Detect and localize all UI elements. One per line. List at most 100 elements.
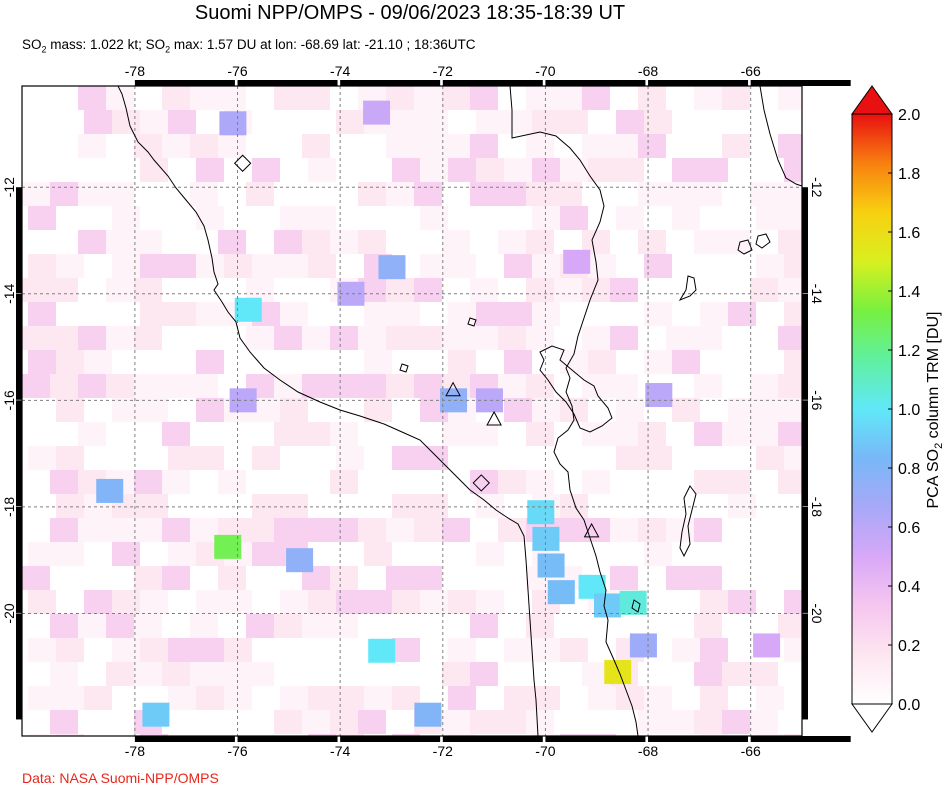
lat-tick-label-right: -14 (809, 284, 825, 304)
background-pixel (638, 518, 666, 542)
background-pixel (196, 446, 224, 470)
background-pixel (106, 278, 134, 302)
background-pixel (134, 374, 162, 398)
background-pixel (302, 614, 330, 638)
background-pixel (588, 158, 616, 182)
background-pixel (50, 710, 78, 734)
background-pixel (498, 182, 526, 206)
background-pixel (644, 110, 672, 134)
background-pixel (190, 134, 218, 158)
background-pixel (364, 302, 392, 326)
frame-bar-left (16, 506, 22, 613)
background-pixel (638, 422, 666, 446)
colorbar-tick-label: 1.2 (898, 343, 920, 360)
background-pixel (112, 590, 140, 614)
background-pixel (134, 470, 162, 494)
background-pixel (532, 302, 560, 326)
colorbar: 0.0 0.2 0.4 0.6 0.8 1.0 1.2 1.4 1.6 1.8 2.0 PCA SO… (851, 85, 945, 733)
background-pixel (196, 398, 224, 422)
coastlines-and-borders (117, 86, 802, 736)
background-pixel (722, 662, 750, 686)
background-pixel (784, 350, 802, 374)
background-pixel (364, 590, 392, 614)
background-pixel (750, 278, 778, 302)
lon-tick-label-bottom: -76 (227, 743, 247, 759)
background-pixel (448, 302, 476, 326)
background-pixel (560, 206, 588, 230)
background-pixel (162, 662, 190, 686)
background-pixel (112, 542, 140, 566)
background-pixel (162, 422, 190, 446)
lake-small-6 (631, 599, 641, 613)
background-pixel (386, 566, 414, 590)
background-pixel (280, 302, 308, 326)
background-pixel (560, 734, 588, 736)
frame-bar-left (16, 293, 22, 400)
background-pixel (672, 206, 700, 230)
background-pixel (476, 590, 504, 614)
background-pixel (190, 614, 218, 638)
background-pixel (386, 182, 414, 206)
background-pixel (694, 326, 722, 350)
background-pixel (50, 278, 78, 302)
background-pixel (190, 518, 218, 542)
background-pixel (50, 518, 78, 542)
background-pixel (784, 638, 802, 662)
background-pixel (498, 518, 526, 542)
frame-bar-left (16, 400, 22, 507)
so2-pixel (378, 255, 406, 280)
background-pixel (386, 374, 414, 398)
background-pixel (140, 158, 168, 182)
background-pixel (196, 686, 224, 710)
background-pixel (694, 710, 722, 734)
background-pixel (280, 686, 308, 710)
background-pixel (476, 542, 504, 566)
background-pixel (336, 686, 364, 710)
colorbar-tick-label: 1.6 (898, 225, 920, 242)
background-pixel (778, 230, 802, 254)
background-pixel (700, 158, 728, 182)
lat-tick-label-right: -18 (809, 497, 825, 517)
background-pixel (610, 326, 638, 350)
background-pixel (252, 494, 280, 518)
background-pixel (470, 278, 498, 302)
lon-tick-label-bottom: -66 (741, 743, 761, 759)
background-pixel (778, 470, 802, 494)
background-pixel (728, 302, 756, 326)
background-pixel (162, 374, 190, 398)
background-pixel (784, 734, 802, 736)
background-pixel (280, 494, 308, 518)
background-pixel (336, 446, 364, 470)
background-pixel (610, 134, 638, 158)
background-pixel (470, 134, 498, 158)
lake-small-3 (678, 275, 697, 302)
background-pixel (112, 110, 140, 134)
background-pixel (336, 734, 364, 736)
background-pixel (610, 374, 638, 398)
background-pixel (246, 182, 274, 206)
background-pixel (476, 110, 504, 134)
background-pixel (420, 254, 448, 278)
background-pixel (168, 542, 196, 566)
background-pixel (330, 230, 358, 254)
background-pixel (218, 566, 246, 590)
so2-pixel (368, 638, 396, 663)
background-pixel (694, 182, 722, 206)
background-pixel (694, 422, 722, 446)
background-pixel (420, 158, 448, 182)
frame-bar-bottom (545, 736, 646, 742)
background-pixel (756, 734, 784, 736)
colorbar-tick-label: 2.0 (898, 107, 920, 124)
background-pixel (672, 398, 700, 422)
so2-pixel (604, 660, 632, 685)
lon-tick-label-bottom: -78 (125, 743, 145, 759)
frame-bar-right (802, 400, 808, 507)
background-pixel (106, 374, 134, 398)
background-pixel (134, 566, 162, 590)
lon-tick-label-top: -74 (330, 63, 350, 79)
background-pixel (778, 278, 802, 302)
frame-bar-bottom (750, 736, 851, 742)
background-pixel (644, 254, 672, 278)
background-pixel (246, 518, 274, 542)
background-pixel (196, 590, 224, 614)
